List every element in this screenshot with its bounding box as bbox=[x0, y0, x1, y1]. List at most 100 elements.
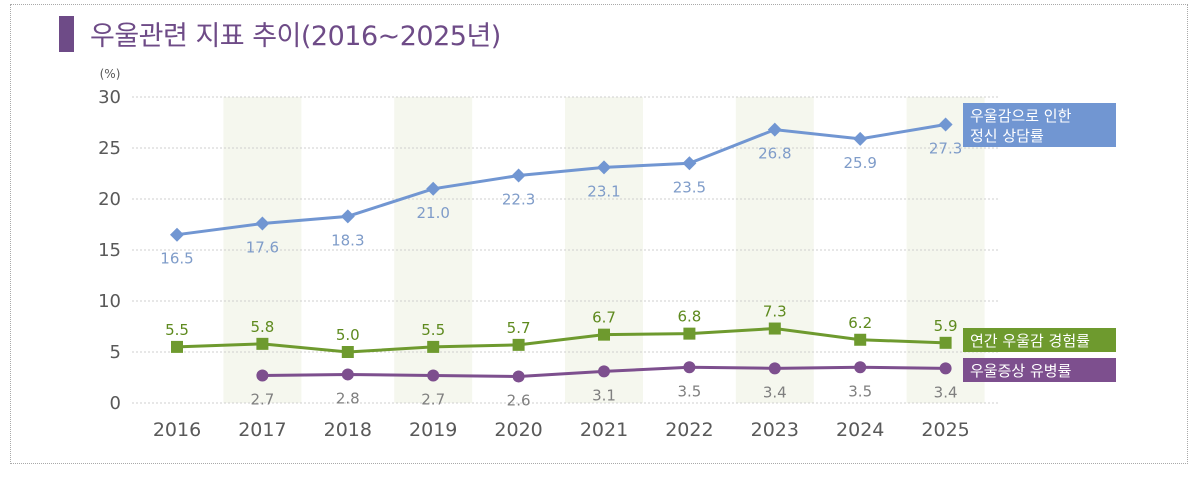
data-point bbox=[598, 365, 610, 378]
data-point bbox=[256, 369, 269, 382]
data-label: 17.6 bbox=[246, 238, 279, 256]
data-point bbox=[854, 361, 867, 374]
data-label: 2.6 bbox=[507, 391, 531, 409]
data-point bbox=[171, 340, 183, 353]
series-2: 5.5 5.8 5.0 5.5 5.7 6.7 6.8 7.3 6.2 5.9 bbox=[165, 303, 958, 358]
x-tick-label: 2025 bbox=[921, 419, 969, 441]
x-tick-label: 2023 bbox=[751, 419, 799, 441]
data-point bbox=[256, 337, 269, 350]
x-tick-label: 2022 bbox=[665, 419, 713, 441]
data-label: 18.3 bbox=[331, 231, 364, 249]
data-label: 23.1 bbox=[587, 182, 620, 200]
data-label: 6.7 bbox=[592, 309, 616, 327]
data-label: 22.3 bbox=[502, 191, 535, 209]
x-tick-label: 2021 bbox=[580, 419, 628, 441]
series-1: 16.5 17.6 18.3 21.0 22.3 23.1 23.5 26.8 25.9 27.3 bbox=[160, 117, 962, 268]
x-tick-label: 2017 bbox=[238, 419, 286, 441]
legend-item: 우울증상 유병률 bbox=[963, 358, 1116, 382]
data-label: 5.5 bbox=[421, 321, 445, 339]
data-point bbox=[512, 338, 525, 351]
data-point bbox=[170, 227, 184, 242]
data-label: 2.7 bbox=[421, 390, 445, 408]
data-point bbox=[938, 117, 953, 132]
data-point bbox=[427, 369, 440, 382]
y-tick-label: 15 bbox=[98, 240, 121, 261]
data-point bbox=[768, 362, 781, 375]
chart-title: 우울관련 지표 추이(2016~2025년) bbox=[90, 21, 501, 52]
x-tick-label: 2024 bbox=[836, 419, 884, 441]
data-point bbox=[597, 160, 611, 175]
y-tick-label: 0 bbox=[110, 393, 121, 414]
data-label: 27.3 bbox=[929, 140, 962, 158]
data-label: 3.1 bbox=[592, 386, 616, 404]
x-tick-label: 2020 bbox=[494, 419, 542, 441]
data-label: 25.9 bbox=[843, 154, 876, 172]
data-point bbox=[512, 370, 525, 383]
y-tick-label: 5 bbox=[110, 342, 121, 363]
data-label: 26.8 bbox=[758, 145, 791, 163]
band-2023 bbox=[735, 97, 814, 403]
data-label: 5.9 bbox=[934, 317, 958, 335]
data-label: 2.7 bbox=[250, 390, 274, 408]
data-label: 5.7 bbox=[507, 319, 531, 337]
data-label: 23.5 bbox=[673, 178, 706, 196]
legend-label: 정신 상담률 bbox=[970, 127, 1044, 145]
data-point bbox=[939, 362, 952, 375]
x-tick-label: 2016 bbox=[153, 419, 201, 441]
data-label: 21.0 bbox=[416, 204, 449, 222]
data-label: 16.5 bbox=[160, 250, 193, 268]
chart-series: 16.5 17.6 18.3 21.0 22.3 23.1 23.5 26.8 25.9 27.3… bbox=[160, 117, 962, 409]
data-label: 5.8 bbox=[250, 318, 274, 336]
data-point bbox=[683, 327, 696, 340]
data-label: 5.5 bbox=[165, 321, 189, 339]
data-point bbox=[767, 122, 782, 137]
y-tick-label: 30 bbox=[98, 87, 121, 108]
data-point bbox=[341, 346, 354, 358]
legend-label: 우울감으로 인한 bbox=[970, 107, 1072, 125]
y-unit-label: (%) bbox=[100, 67, 121, 81]
data-label: 6.8 bbox=[677, 308, 701, 326]
legend-item: 연간 우울감 경험률 bbox=[963, 328, 1116, 352]
data-point bbox=[426, 181, 441, 196]
series-3: 2.7 2.8 2.7 2.6 3.1 3.5 3.4 3.5 3.4 bbox=[250, 361, 958, 409]
title-accent-bar bbox=[59, 16, 74, 52]
data-label: 6.2 bbox=[848, 314, 872, 332]
legend-label: 연간 우울감 경험률 bbox=[970, 332, 1090, 350]
data-label: 3.5 bbox=[848, 382, 872, 400]
data-point bbox=[682, 156, 697, 171]
data-point bbox=[341, 368, 354, 381]
data-point bbox=[427, 340, 440, 353]
data-point bbox=[255, 216, 270, 231]
x-axis: 2016 2017 2018 2019 2020 2021 2022 2023 2024 2025 bbox=[153, 419, 970, 441]
legend-swatch bbox=[963, 328, 1116, 352]
data-label: 3.5 bbox=[677, 382, 701, 400]
x-tick-label: 2019 bbox=[409, 419, 457, 441]
data-point bbox=[939, 336, 952, 349]
data-label: 3.4 bbox=[763, 383, 787, 401]
data-point bbox=[853, 131, 868, 146]
data-point bbox=[598, 328, 610, 341]
data-label: 2.8 bbox=[336, 389, 360, 407]
data-point bbox=[854, 333, 867, 346]
legend-swatch bbox=[963, 103, 1116, 147]
data-label: 5.0 bbox=[336, 326, 360, 344]
chart-grid bbox=[132, 96, 1000, 404]
data-label: 3.4 bbox=[934, 383, 958, 401]
y-tick-label: 20 bbox=[98, 189, 121, 210]
data-label: 7.3 bbox=[763, 303, 787, 321]
x-tick-label: 2018 bbox=[324, 419, 372, 441]
y-tick-label: 10 bbox=[98, 291, 121, 312]
legend-label: 우울증상 유병률 bbox=[970, 362, 1072, 380]
y-axis: 0 5 10 15 20 25 30 (%) bbox=[98, 67, 121, 414]
data-point bbox=[340, 209, 355, 224]
data-point bbox=[768, 322, 781, 335]
series-line bbox=[176, 327, 946, 354]
y-tick-label: 25 bbox=[98, 138, 121, 159]
legend-swatch bbox=[963, 358, 1116, 382]
data-point bbox=[683, 361, 696, 374]
series-line bbox=[176, 123, 946, 237]
data-point bbox=[511, 168, 526, 183]
